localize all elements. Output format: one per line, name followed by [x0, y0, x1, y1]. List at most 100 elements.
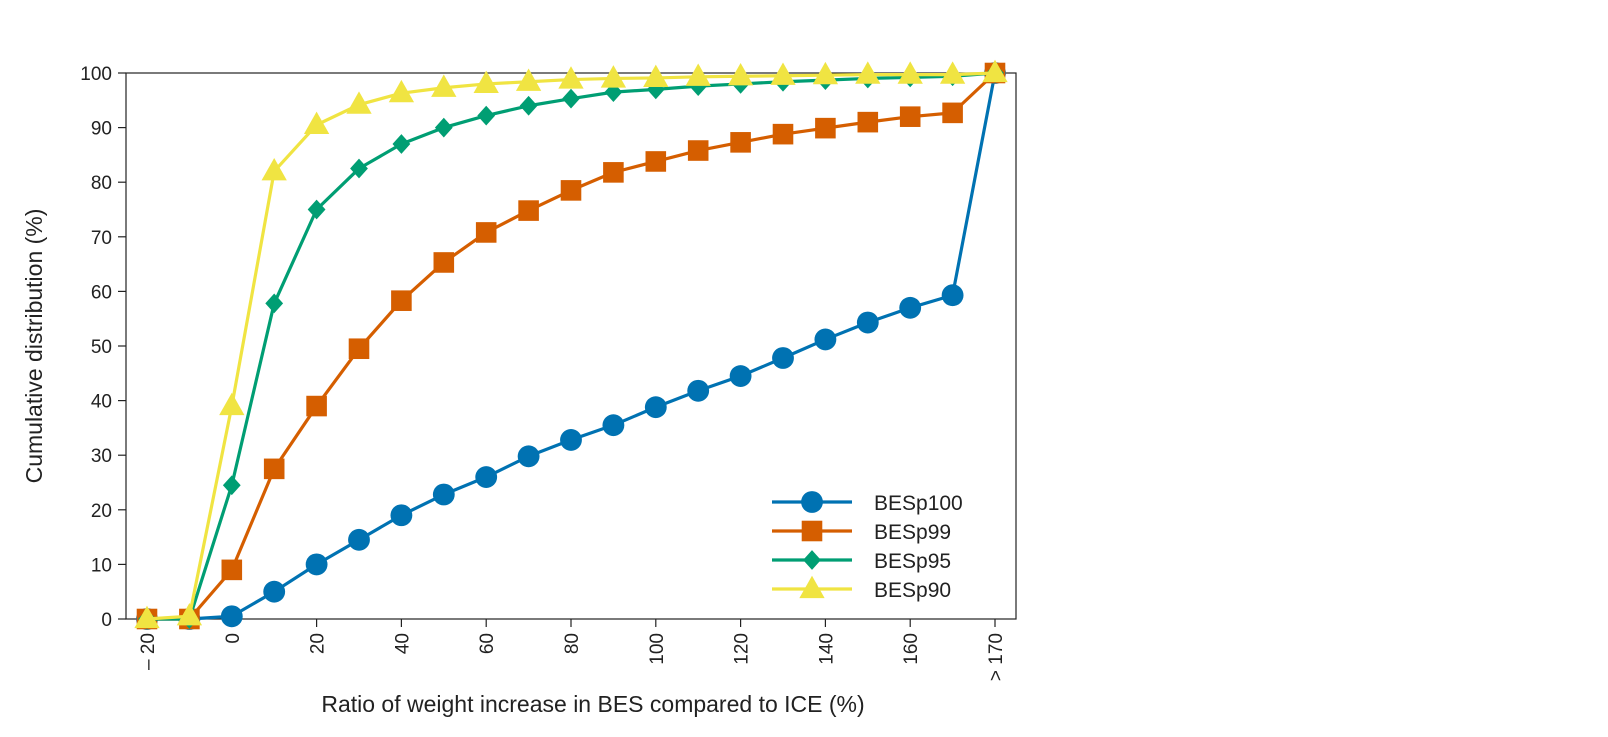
- data-point-BESp100: [220, 605, 243, 628]
- legend-item-BESp99: BESp99: [772, 520, 951, 544]
- y-tick-label: 10: [91, 555, 112, 576]
- legend-marker: [801, 491, 823, 513]
- data-point-BESp90: [346, 91, 372, 114]
- data-point-BESp100: [899, 296, 922, 319]
- data-point-BESp99: [772, 123, 794, 145]
- y-tick-label: 80: [91, 173, 112, 194]
- legend-marker: [799, 575, 825, 599]
- legend-label: BESp100: [874, 492, 963, 515]
- data-point-BESp99: [560, 180, 582, 201]
- x-axis-ticks: – 20 0 20 40 60 80 100 120 140 160 > 170: [138, 619, 1007, 681]
- data-point-BESp100: [729, 365, 752, 387]
- data-point-BESp99: [730, 132, 751, 153]
- data-point-BESp99: [645, 151, 667, 172]
- data-point-BESp90: [219, 392, 245, 416]
- y-tick-label: 30: [91, 446, 112, 467]
- data-point-BESp90: [855, 61, 881, 84]
- data-point-BESp90: [812, 61, 839, 85]
- data-point-BESp90: [431, 74, 457, 97]
- x-tick-label: – 20: [138, 633, 159, 670]
- data-point-BESp95: [519, 95, 538, 116]
- data-point-BESp100: [475, 466, 498, 488]
- data-point-BESp90: [558, 66, 584, 89]
- data-point-BESp100: [644, 396, 667, 419]
- legend-label: BESp90: [874, 579, 951, 602]
- data-point-BESp99: [433, 252, 455, 273]
- data-point-BESp95: [265, 293, 284, 314]
- data-point-BESp100: [772, 347, 794, 369]
- data-point-BESp95: [477, 105, 496, 126]
- data-point-BESp90: [643, 64, 669, 88]
- x-tick-label: 120: [732, 633, 753, 665]
- data-point-BESp90: [897, 61, 923, 84]
- data-point-BESp100: [602, 414, 625, 437]
- y-tick-label: 70: [91, 228, 112, 249]
- data-point-BESp99: [899, 106, 921, 127]
- data-point-BESp90: [770, 62, 796, 85]
- data-point-BESp90: [134, 605, 160, 629]
- series-layer: [134, 59, 1008, 630]
- x-tick-label: 140: [816, 633, 837, 665]
- data-point-BESp90: [388, 79, 415, 103]
- data-point-BESp99: [475, 222, 497, 243]
- series-BESp95: [138, 63, 1004, 629]
- y-tick-label: 100: [80, 64, 112, 85]
- data-point-BESp100: [814, 328, 837, 351]
- data-point-BESp95: [222, 475, 241, 496]
- series-BESp99: [136, 62, 1006, 630]
- x-tick-label: 0: [223, 633, 244, 644]
- y-tick-label: 90: [91, 119, 112, 140]
- y-tick-label: 20: [91, 501, 112, 522]
- series-BESp90: [134, 59, 1008, 629]
- legend-item-BESp95: BESp95: [772, 550, 951, 573]
- legend-item-BESp100: BESp100: [772, 491, 963, 515]
- y-tick-label: 60: [91, 282, 112, 303]
- data-point-BESp100: [390, 504, 413, 527]
- y-axis-title: Cumulative distribution (%): [21, 209, 47, 484]
- x-tick-label: 80: [562, 633, 583, 654]
- data-point-BESp100: [348, 528, 370, 551]
- series-line-BESp99: [147, 71, 997, 621]
- data-point-BESp90: [176, 602, 203, 626]
- data-point-BESp95: [307, 199, 326, 220]
- data-point-BESp90: [303, 111, 330, 134]
- data-point-BESp90: [600, 65, 627, 88]
- data-point-BESp90: [939, 61, 966, 84]
- data-point-BESp100: [560, 428, 582, 451]
- series-BESp100: [136, 62, 1006, 630]
- data-point-BESp100: [432, 483, 455, 506]
- x-tick-label: 60: [477, 633, 498, 654]
- y-axis-ticks: 0 10 20 30 40 50 60 70 80 90 100: [80, 64, 126, 631]
- data-point-BESp90: [261, 157, 287, 181]
- data-point-BESp99: [687, 140, 709, 161]
- y-tick-label: 50: [91, 337, 112, 358]
- data-point-BESp99: [263, 458, 285, 480]
- data-point-BESp100: [687, 379, 710, 402]
- data-point-BESp95: [604, 82, 623, 102]
- y-tick-label: 0: [101, 610, 112, 631]
- series-line-BESp100: [147, 72, 997, 621]
- legend-label: BESp95: [874, 550, 951, 573]
- data-point-BESp99: [815, 117, 836, 139]
- data-point-BESp100: [941, 284, 964, 307]
- data-point-BESp99: [306, 395, 327, 417]
- series-line-BESp95: [147, 71, 996, 621]
- data-point-BESp100: [517, 445, 540, 468]
- x-tick-label: 160: [901, 633, 922, 665]
- legend-label: BESp99: [874, 521, 951, 544]
- legend-marker: [803, 550, 821, 570]
- x-tick-label: 20: [308, 633, 329, 654]
- data-point-BESp100: [263, 580, 286, 603]
- x-tick-label: 100: [647, 633, 668, 665]
- data-point-BESp95: [434, 117, 453, 138]
- legend: BESp100 BESp99 BESp95 BESp90: [772, 491, 963, 602]
- data-point-BESp90: [473, 70, 499, 94]
- data-point-BESp90: [727, 62, 754, 86]
- x-tick-label: 40: [392, 633, 413, 654]
- data-point-BESp100: [856, 311, 879, 334]
- x-tick-label: > 170: [986, 633, 1007, 681]
- data-point-BESp99: [857, 111, 879, 133]
- series-line-BESp90: [146, 71, 996, 621]
- data-point-BESp99: [603, 162, 624, 183]
